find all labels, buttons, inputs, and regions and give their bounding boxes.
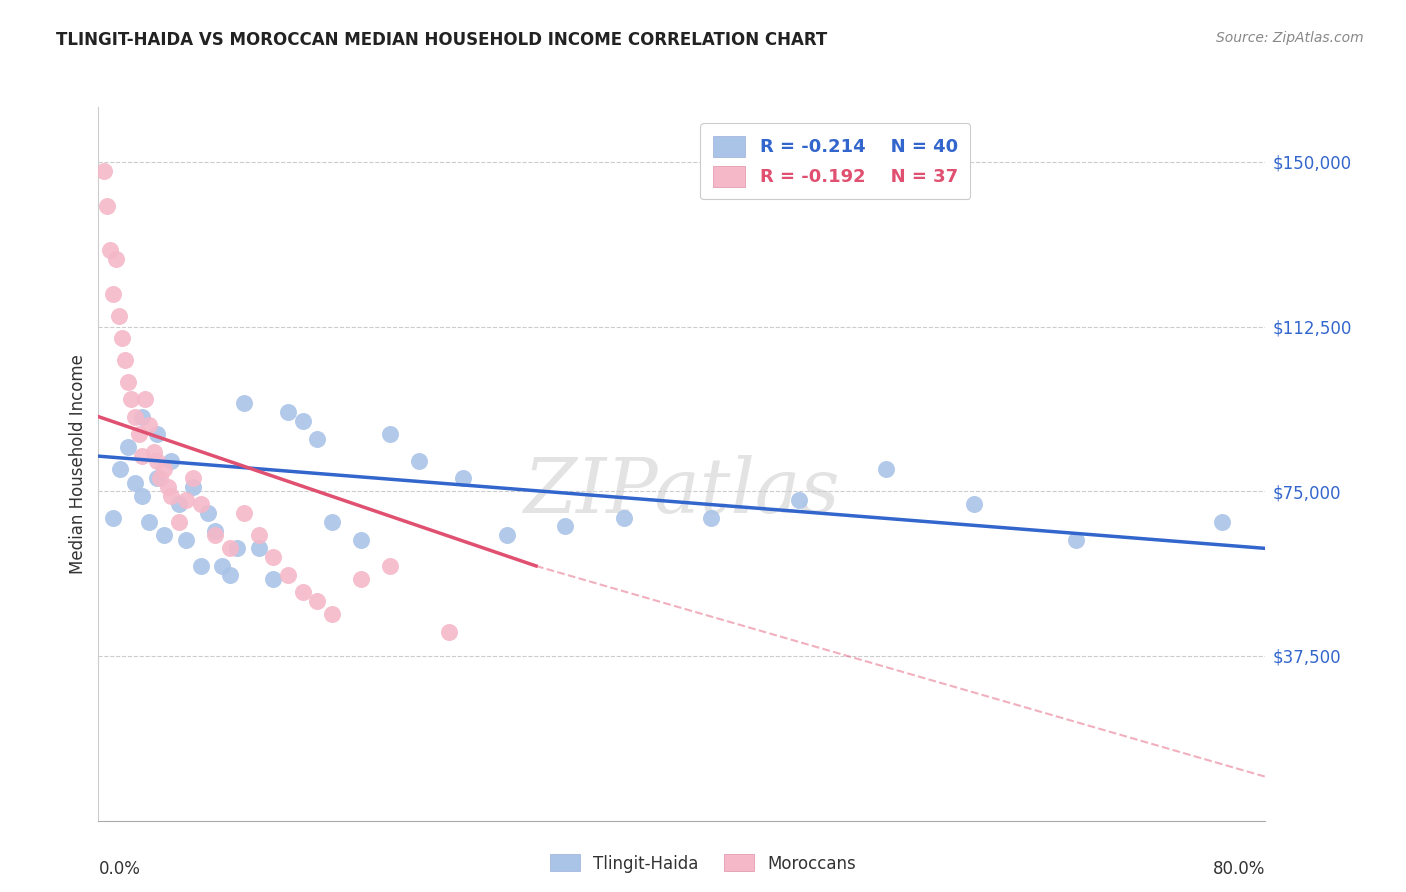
Point [167,498,190,512]
Point [131,449,153,463]
Point [197,506,219,520]
Point [495,528,517,542]
Point [117,441,139,455]
Point [93,163,115,178]
Point [101,286,124,301]
Point [108,309,131,323]
Point [408,453,430,467]
Point [117,375,139,389]
Point [350,572,373,586]
Point [451,471,474,485]
Text: ZIPatlas: ZIPatlas [523,456,841,529]
Point [554,519,576,533]
Point [174,493,197,508]
Point [146,453,169,467]
Point [378,558,402,573]
Point [146,471,169,485]
Point [128,427,150,442]
Point [204,524,226,538]
Point [190,498,212,512]
Point [131,409,153,424]
Point [98,243,121,257]
Point [120,392,142,406]
Point [149,471,172,485]
Point [321,607,343,622]
Point [138,418,160,433]
Point [124,409,146,424]
Y-axis label: Median Household Income: Median Household Income [69,354,87,574]
Legend: Tlingit-Haida, Moroccans: Tlingit-Haida, Moroccans [544,847,862,880]
Point [262,572,284,586]
Point [218,567,240,582]
Point [204,528,226,542]
Point [114,352,136,367]
Point [181,480,204,494]
Text: 0.0%: 0.0% [98,860,141,878]
Point [1064,533,1087,547]
Point [1211,515,1233,529]
Point [96,199,118,213]
Point [104,252,127,266]
Point [101,510,124,524]
Point [247,528,270,542]
Point [157,480,180,494]
Point [211,558,233,573]
Point [160,489,183,503]
Point [307,594,329,608]
Point [226,541,249,556]
Text: 80.0%: 80.0% [1213,860,1265,878]
Point [233,396,256,410]
Point [291,585,314,599]
Point [167,515,190,529]
Point [153,528,176,542]
Point [153,462,176,476]
Point [142,444,165,458]
Point [277,567,299,582]
Point [350,533,373,547]
Point [110,462,132,476]
Point [875,462,897,476]
Point [131,489,153,503]
Point [321,515,343,529]
Point [218,541,240,556]
Text: Source: ZipAtlas.com: Source: ZipAtlas.com [1216,31,1364,45]
Point [307,432,329,446]
Point [146,427,169,442]
Point [111,330,134,344]
Point [612,510,634,524]
Point [134,392,156,406]
Point [277,405,299,419]
Point [160,453,183,467]
Point [378,427,402,442]
Legend: R = -0.214    N = 40, R = -0.192    N = 37: R = -0.214 N = 40, R = -0.192 N = 37 [700,123,970,199]
Point [291,414,314,428]
Point [437,624,460,639]
Point [138,515,160,529]
Point [124,475,146,490]
Point [181,471,204,485]
Point [787,493,810,508]
Text: TLINGIT-HAIDA VS MOROCCAN MEDIAN HOUSEHOLD INCOME CORRELATION CHART: TLINGIT-HAIDA VS MOROCCAN MEDIAN HOUSEHO… [56,31,828,49]
Point [962,498,984,512]
Point [233,506,256,520]
Point [190,558,212,573]
Point [174,533,197,547]
Point [700,510,723,524]
Point [262,550,284,565]
Point [247,541,270,556]
